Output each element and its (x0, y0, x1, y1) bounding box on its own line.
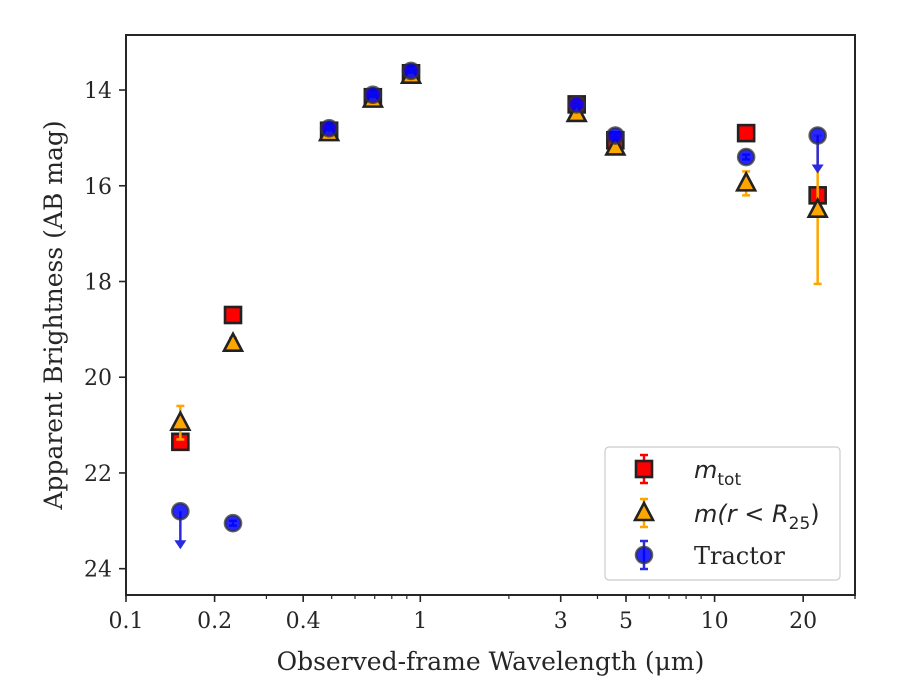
mr25-point-8 (806, 196, 829, 219)
mtot-point-1 (223, 305, 243, 325)
tractor-point-6 (606, 126, 625, 145)
x-tick-label-5: 5 (619, 609, 633, 634)
x-tick-label-3: 1 (413, 609, 427, 634)
x-tick-label-1: 0.2 (197, 609, 232, 634)
legend-marker-mr25 (632, 500, 656, 522)
y-tick-label-5: 24 (84, 558, 112, 583)
y-tick-label-3: 20 (84, 366, 112, 391)
tractor-point-2 (319, 119, 339, 138)
series-tractor (171, 61, 827, 550)
x-tick-label-4: 3 (554, 609, 568, 634)
legend-entry-tractor: Tractor (634, 539, 785, 571)
legend-label-main-mr25: m(r < R (694, 500, 789, 528)
plot-area (169, 61, 829, 550)
x-tick-label-7: 20 (789, 609, 817, 634)
mr25-point-0 (169, 409, 192, 431)
legend-label-sub-mtot: tot (717, 470, 741, 490)
mr25-point-1 (221, 330, 245, 353)
mr25-point-6 (604, 134, 627, 156)
x-tick-label-0: 0.1 (109, 609, 144, 634)
mtot-point-7 (736, 123, 756, 143)
legend-entry-mtot: mtot (634, 453, 741, 490)
x-axis: 0.1 0.2 0.4 1 3 5 10 20 (109, 595, 856, 634)
tractor-point-5 (567, 95, 587, 114)
y-tick-label-2: 18 (84, 270, 112, 295)
legend-label-main-mtot: m (694, 456, 717, 484)
legend-box (604, 446, 841, 581)
legend-label-mr25: m(r < R25) (694, 500, 820, 534)
legend-marker-tractor (634, 545, 654, 565)
series-mtot (171, 63, 827, 452)
tractor-point-3 (363, 85, 383, 105)
y-axis-label: Apparent Brightness (AB mag) (39, 120, 68, 510)
series-mr25 (169, 62, 829, 441)
y-tick-label-4: 22 (84, 462, 112, 487)
tractor-point-7 (736, 147, 756, 167)
tractor-point-0 (171, 501, 190, 521)
x-tick-label-2: 0.4 (286, 609, 321, 634)
plot-frame (125, 34, 856, 596)
legend-label-tractor: Tractor (694, 542, 785, 570)
legend-marker-mtot (634, 459, 654, 479)
tractor-point-1 (223, 513, 243, 533)
legend-label-rest-mr25: ) (810, 500, 819, 528)
y-tick-label-0: 14 (84, 79, 112, 104)
x-tick-label-6: 10 (701, 609, 729, 634)
legend-label-mtot: mtot (694, 456, 741, 490)
mr25-point-7 (734, 170, 758, 192)
tractor-point-4 (401, 61, 421, 81)
legend-label-sub-mr25: 25 (789, 514, 811, 534)
x-axis-label: Observed-frame Wavelength (μm) (277, 647, 705, 676)
y-tick-label-1: 16 (84, 175, 112, 200)
tractor-point-8 (808, 126, 827, 145)
legend-label-main-tractor: Tractor (694, 542, 785, 570)
y-axis: 14 16 18 20 22 24 (84, 79, 126, 583)
legend-entry-mr25: m(r < R25) (632, 497, 820, 534)
legend: mtot m(r < R25) Tractor (604, 446, 841, 581)
